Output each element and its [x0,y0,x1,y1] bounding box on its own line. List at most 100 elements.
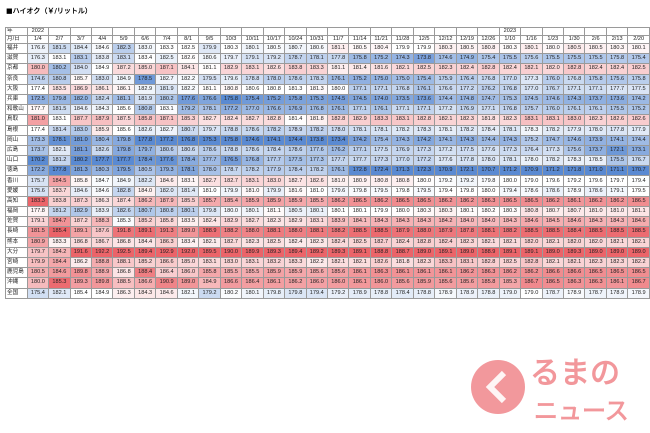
date-label: 6/6 [133,35,157,44]
row-label: 島根 [5,124,28,136]
price-cell: 185.9 [284,195,307,208]
price-cell: 186.5 [605,267,629,279]
date-label: 12/5 [412,35,436,44]
price-cell: 183.8 [48,195,71,208]
price-cell: 183.0 [133,42,157,55]
price-cell: 183.1 [176,175,200,187]
price-cell: 181.0 [327,175,350,187]
price-cell: 178.1 [498,124,522,136]
price-cell: 189.0 [541,246,565,258]
price-cell: 187.2 [69,216,93,228]
price-cell: 182.7 [241,216,264,228]
price-cell: 186.2 [434,195,457,208]
price-cell: 182.5 [262,236,286,248]
price-cell: 184.5 [541,216,565,228]
price-cell: 174.3 [391,53,414,65]
price-cell: 180.0 [26,63,50,75]
price-cell: 179.9 [219,185,243,197]
date-label: 10/24 [284,35,307,44]
price-cell: 182.0 [541,63,565,75]
price-cell: 185.3 [112,216,135,228]
date-label: 7/4 [155,35,178,44]
price-cell: 182.0 [520,236,543,248]
price-cell: 180.8 [477,42,500,55]
price-cell: 180.9 [26,236,50,248]
price-cell: 176.8 [477,73,500,85]
price-cell: 177.7 [91,155,114,167]
price-cell: 177.7 [198,155,221,167]
price-cell: 173.8 [412,53,436,65]
price-cell: 177.1 [584,83,607,95]
price-cell: 180.0 [412,175,436,187]
price-cell: 186.4 [155,267,178,279]
price-cell: 178.6 [241,144,264,157]
price-cell: 182.9 [133,83,157,95]
price-cell: 188.2 [327,226,350,238]
price-cell: 175.7 [520,104,543,116]
price-cell: 184.0 [455,216,479,228]
price-cell: 186.8 [69,236,93,248]
table-row: 鳥取 181.0 183.1 187.7 187.9 187.5 185.8 187.1 185… [5,114,650,126]
date-label: 2/13 [605,35,629,44]
price-cell: 186.1 [348,267,371,279]
price-cell: 182.5 [412,63,436,75]
date-label: 5/9 [112,35,135,44]
price-cell: 181.0 [241,185,264,197]
price-cell: 181.4 [284,114,307,126]
price-cell: 179.5 [198,73,221,85]
price-cell: 178.1 [369,124,393,136]
price-cell: 188.5 [520,226,543,238]
price-cell: 180.3 [434,205,457,218]
price-cell: 182.6 [305,175,329,187]
price-cell: 174.2 [627,93,650,106]
price-cell: 182.7 [219,236,243,248]
price-cell: 175.0 [391,73,414,85]
price-cell: 183.1 [241,175,264,187]
date-label: 11/14 [348,35,371,44]
price-cell: 186.3 [155,236,178,248]
price-cell: 176.1 [412,83,436,95]
price-cell: 172.1 [605,144,629,157]
price-cell: 179.0 [520,287,543,299]
price-cell: 179.4 [305,287,329,299]
price-cell: 179.0 [520,175,543,187]
table-row: 沖縄 180.0 185.3 189.3 189.8 188.5 186.6 190.9 189… [5,277,650,289]
price-cell: 174.9 [455,53,479,65]
price-cell: 184.4 [69,42,93,55]
year-label [155,27,178,36]
price-cell: 188.2 [498,226,522,238]
price-cell: 186.2 [327,195,350,208]
year-label [627,27,650,36]
price-cell: 185.6 [305,267,329,279]
price-cell: 177.0 [391,155,414,167]
price-cell: 187.8 [455,226,479,238]
price-cell: 182.4 [434,236,457,248]
price-cell: 186.3 [584,277,607,289]
price-cell: 181.1 [327,42,350,55]
year-label [477,27,500,36]
price-cell: 179.2 [455,175,479,187]
date-label: 3/7 [69,35,93,44]
price-cell: 184.9 [198,277,221,289]
price-cell: 171.2 [498,165,522,177]
price-cell: 188.4 [562,226,586,238]
price-cell: 173.6 [412,93,436,106]
price-cell: 179.5 [412,185,436,197]
price-cell: 176.9 [391,144,414,157]
price-cell: 186.1 [562,195,586,208]
price-cell: 180.1 [455,205,479,218]
price-cell: 182.1 [391,63,414,75]
price-cell: 180.6 [241,83,264,95]
corner-label: 月/日 [5,35,28,44]
price-cell: 176.4 [455,73,479,85]
row-label: 鹿児島 [5,267,28,279]
price-cell: 180.1 [241,287,264,299]
price-cell: 182.1 [562,256,586,269]
year-label [219,27,243,36]
price-cell: 186.2 [520,267,543,279]
price-cell: 179.6 [541,175,565,187]
price-cell: 186.7 [91,236,114,248]
price-cell: 177.8 [26,205,50,218]
price-cell: 181.5 [48,104,71,116]
price-cell: 175.2 [520,134,543,146]
